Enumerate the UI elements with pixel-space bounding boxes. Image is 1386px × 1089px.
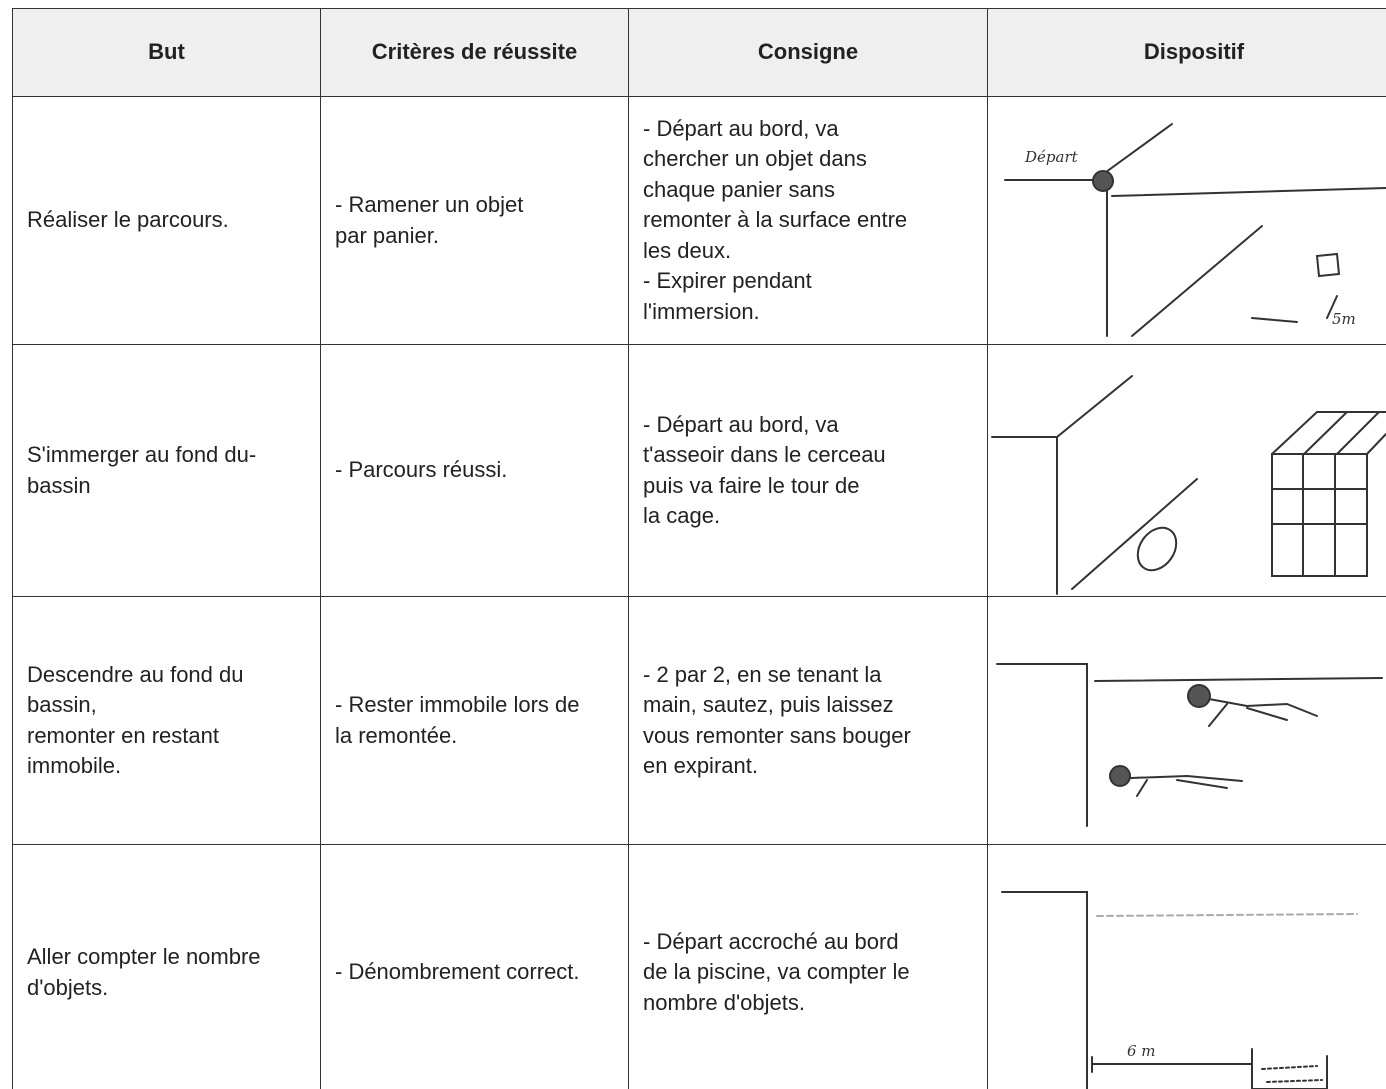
cell-text: chercher un objet dans <box>643 146 867 172</box>
sketch-swimmers <box>996 663 1383 827</box>
cell-text: - Rester immobile lors de <box>335 692 580 717</box>
cell-text: l'immersion. <box>643 298 760 324</box>
cell-text: - Expirer pendant <box>643 268 812 294</box>
cell-text: - Départ accroché au bord <box>643 928 899 954</box>
header-text: Dispositif <box>1143 39 1245 65</box>
cell-text: - Dénombrement correct. <box>335 959 580 985</box>
cell-text: bassin, <box>27 692 97 717</box>
sketch-count: 6 m <box>1001 891 1358 1089</box>
header-cell: Dispositif <box>987 8 1386 97</box>
table-cell: - Rester immobile lors de la remontée. <box>320 596 629 845</box>
cell-text: - 2 par 2, en se tenant la <box>643 661 882 687</box>
table-cell: - Départ au bord, va chercher un objet da… <box>628 96 988 345</box>
table-cell: - Dénombrement correct. <box>320 844 629 1089</box>
cell-text: remonter en restant <box>27 722 219 748</box>
table-cell: - Ramener un objet par panier. <box>320 96 629 345</box>
cell-text: remonter à la surface entre <box>643 207 908 233</box>
cell-text: les deux. <box>643 237 732 263</box>
cell-text: puis va faire le tour de <box>643 472 860 498</box>
cell-text: Descendre au fond du <box>27 661 244 687</box>
cell-text: S'immerger au fond du- <box>27 442 257 467</box>
cell-text: - Parcours réussi. <box>335 457 508 483</box>
table-cell: Descendre au fond du bassin, remonter en r… <box>12 596 321 845</box>
header-cell: But <box>12 8 321 97</box>
header-cell: Critères de réussite <box>320 8 629 97</box>
sketch-course: Départ 5m <box>1004 123 1386 337</box>
table-cell: S'immerger au fond du-bassin <box>12 344 321 597</box>
table-cell: Réaliser le parcours. <box>12 96 321 345</box>
table-cell: - Départ accroché au bord de la piscine, … <box>628 844 988 1089</box>
cell-text: par panier. <box>335 222 439 248</box>
cell-text: - Ramener un objet <box>335 192 524 217</box>
cell-text: en expirant. <box>643 753 758 778</box>
cell-text: - Départ au bord, va <box>643 115 839 141</box>
cell-text: la remontée. <box>335 722 458 748</box>
cell-text: immobile. <box>27 753 122 778</box>
sketch-label: Départ <box>1024 148 1079 166</box>
sketch-label: 5m <box>1332 310 1356 328</box>
cell-text: nombre d'objets. <box>643 989 805 1015</box>
cell-text: Réaliser le parcours. <box>27 207 229 233</box>
cell-text: main, sautez, puis laissez <box>643 692 894 717</box>
sketch-hoop <box>991 375 1386 595</box>
table-cell: - Parcours réussi. <box>320 344 629 597</box>
cell-text: bassin <box>27 472 91 498</box>
header-cell: Consigne <box>628 8 988 97</box>
sketch-label: 6 m <box>1127 1042 1156 1060</box>
header-text: Consigne <box>757 39 859 65</box>
cell-text: - Départ au bord, va <box>643 411 839 437</box>
table-cell: - 2 par 2, en se tenant la main, sautez, … <box>628 596 988 845</box>
cell-text: vous remonter sans bouger <box>643 722 911 748</box>
cell-text: d'objets. <box>27 974 109 1000</box>
cell-text: la cage. <box>643 503 721 528</box>
cell-text: Aller compter le nombre <box>27 944 261 969</box>
table-cell: Aller compter le nombre d'objets. <box>12 844 321 1089</box>
table-cell: - Départ au bord, va t'asseoir dans le ce… <box>628 344 988 597</box>
header-text: But <box>148 39 185 65</box>
cell-text: t'asseoir dans le cerceau <box>643 442 886 467</box>
header-text: Critères de réussite <box>371 39 578 65</box>
cell-text: chaque panier sans <box>643 176 836 202</box>
cell-text: de la piscine, va compter le <box>643 959 910 985</box>
